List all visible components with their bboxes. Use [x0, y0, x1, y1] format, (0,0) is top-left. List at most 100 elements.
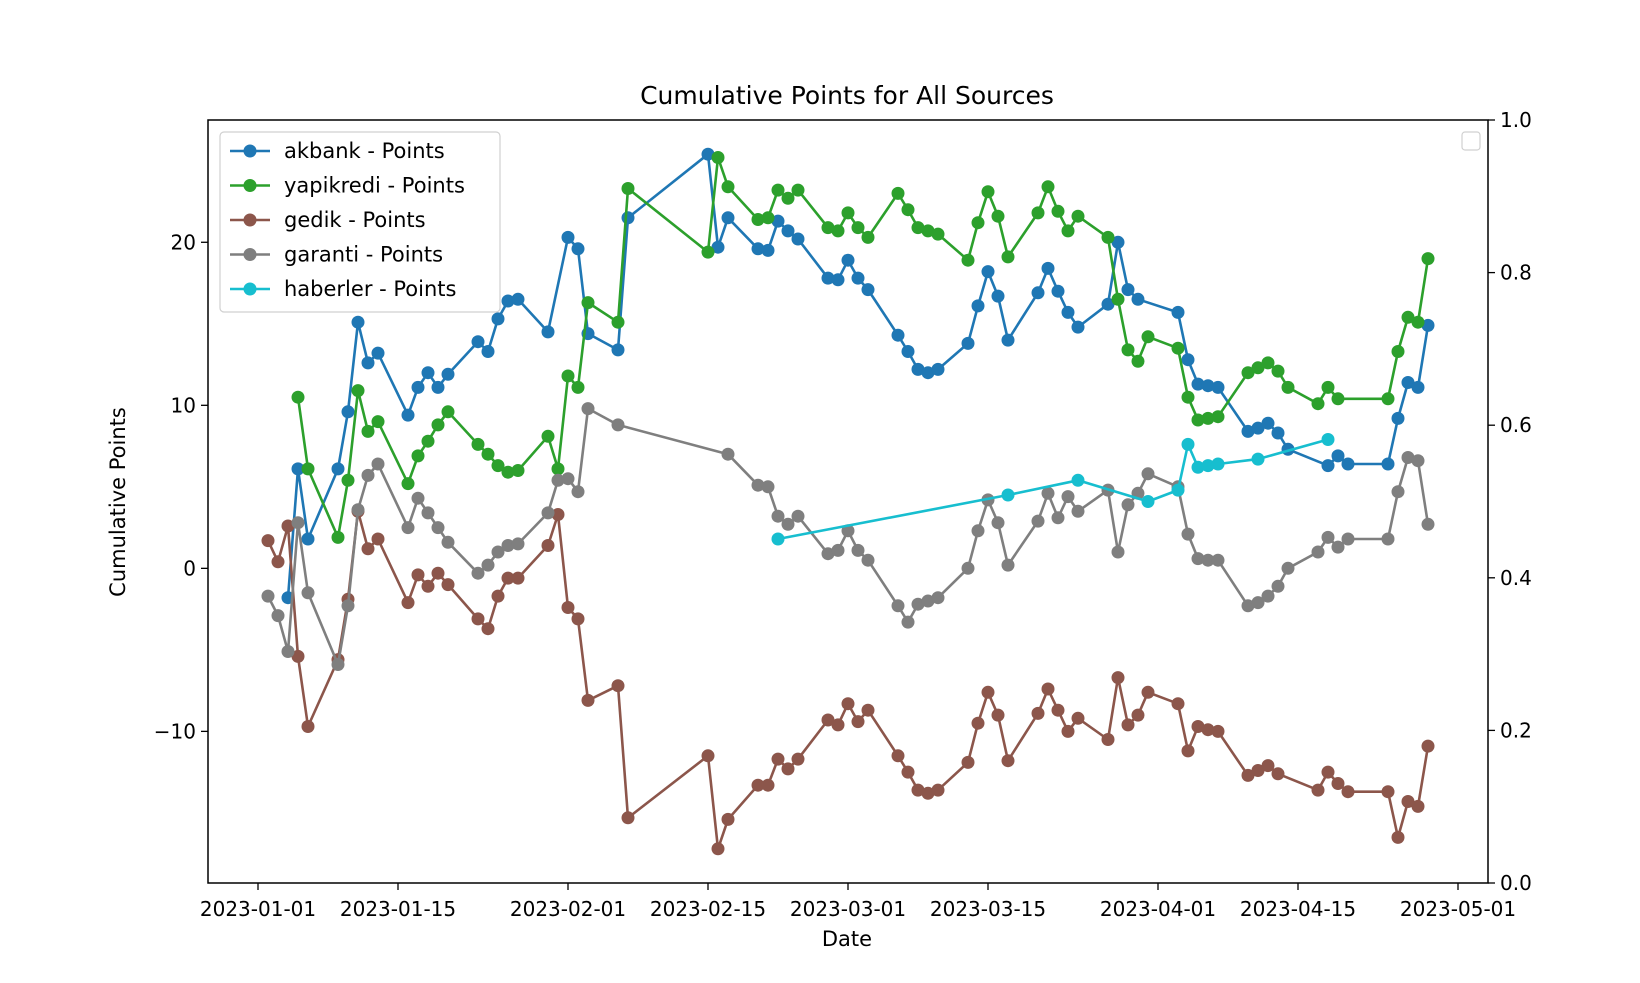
data-point [901, 203, 915, 217]
data-point [291, 390, 305, 404]
data-point [1261, 759, 1275, 773]
data-point [621, 811, 635, 825]
x-tick-label: 2023-04-15 [1240, 897, 1356, 921]
data-point [1381, 532, 1395, 546]
data-point [271, 609, 285, 623]
data-point [1101, 297, 1115, 311]
y-tick-label: 10 [171, 393, 196, 417]
data-point [991, 289, 1005, 303]
data-point [331, 530, 345, 544]
data-point [401, 408, 415, 422]
data-point [421, 579, 435, 593]
data-point [1191, 552, 1205, 566]
data-point [1211, 410, 1225, 424]
data-point [301, 532, 315, 546]
data-point [471, 335, 485, 349]
data-point [571, 612, 585, 626]
data-point [771, 509, 785, 523]
x-tick-label: 2023-02-15 [650, 897, 766, 921]
x-tick-label: 2023-04-01 [1100, 897, 1216, 921]
data-point [791, 752, 805, 766]
data-point [471, 566, 485, 580]
data-point [371, 457, 385, 471]
data-point [561, 230, 575, 244]
data-point [1111, 671, 1125, 685]
data-point [501, 571, 515, 585]
data-point [961, 561, 975, 575]
data-point [1341, 785, 1355, 799]
data-point [261, 534, 275, 548]
data-point [281, 645, 295, 658]
data-point [1251, 361, 1265, 375]
data-point [751, 778, 765, 792]
data-point [1111, 545, 1125, 559]
data-point [1331, 392, 1345, 406]
data-point [791, 509, 805, 523]
data-point [1331, 777, 1345, 790]
data-point [581, 296, 595, 310]
data-point [551, 508, 565, 521]
data-point [931, 783, 945, 797]
data-point [1041, 486, 1055, 500]
data-point [1181, 527, 1195, 541]
data-point [921, 786, 935, 800]
data-point [1401, 451, 1415, 464]
data-point [371, 346, 385, 360]
y2-tick-label: 0.8 [1500, 261, 1532, 285]
data-point [491, 545, 505, 559]
data-point [1121, 718, 1135, 732]
data-point [751, 478, 765, 492]
data-point [561, 601, 575, 614]
x-axis-label: Date [822, 927, 872, 951]
data-point [841, 253, 855, 267]
data-point [1391, 485, 1405, 499]
data-point [701, 147, 715, 161]
data-point [611, 315, 625, 329]
data-point [1121, 498, 1135, 512]
data-point [821, 271, 835, 285]
data-point [271, 555, 285, 569]
data-point [711, 240, 725, 254]
data-point [1121, 343, 1135, 357]
data-point [581, 693, 595, 707]
data-point [1211, 380, 1225, 394]
series-2 [261, 504, 1435, 856]
data-point [441, 535, 455, 549]
data-point [1401, 310, 1415, 324]
plot-area [261, 147, 1435, 856]
data-point [1061, 490, 1075, 504]
data-point [971, 524, 985, 538]
data-point [331, 462, 345, 476]
legend-frame [219, 131, 501, 313]
data-point [831, 543, 845, 557]
data-point [901, 615, 915, 629]
data-point [711, 151, 725, 164]
data-point [371, 415, 385, 429]
y-tick-label: 20 [171, 230, 196, 254]
data-point [1391, 830, 1405, 844]
legend-label: haberler - Points [284, 277, 456, 301]
data-point [1271, 579, 1285, 593]
data-point [611, 418, 625, 432]
data-point [721, 447, 735, 461]
data-point [431, 418, 445, 432]
data-point [841, 206, 855, 220]
data-point [971, 299, 985, 313]
x-tick-label: 2023-02-01 [510, 897, 626, 921]
empty-legend-box [1461, 131, 1481, 151]
data-point [281, 519, 295, 533]
data-point [1211, 553, 1225, 567]
data-point [1331, 540, 1345, 554]
data-point [861, 553, 875, 567]
chart-title: Cumulative Points for All Sources [640, 81, 1054, 110]
data-point [1001, 488, 1015, 502]
data-point [1421, 739, 1435, 753]
data-point [851, 543, 865, 557]
data-point [1381, 457, 1395, 471]
data-point [911, 221, 925, 235]
data-point [1101, 733, 1115, 746]
data-point [761, 480, 775, 494]
data-point [1241, 424, 1255, 438]
legend-marker [243, 282, 257, 296]
data-point [931, 362, 945, 376]
